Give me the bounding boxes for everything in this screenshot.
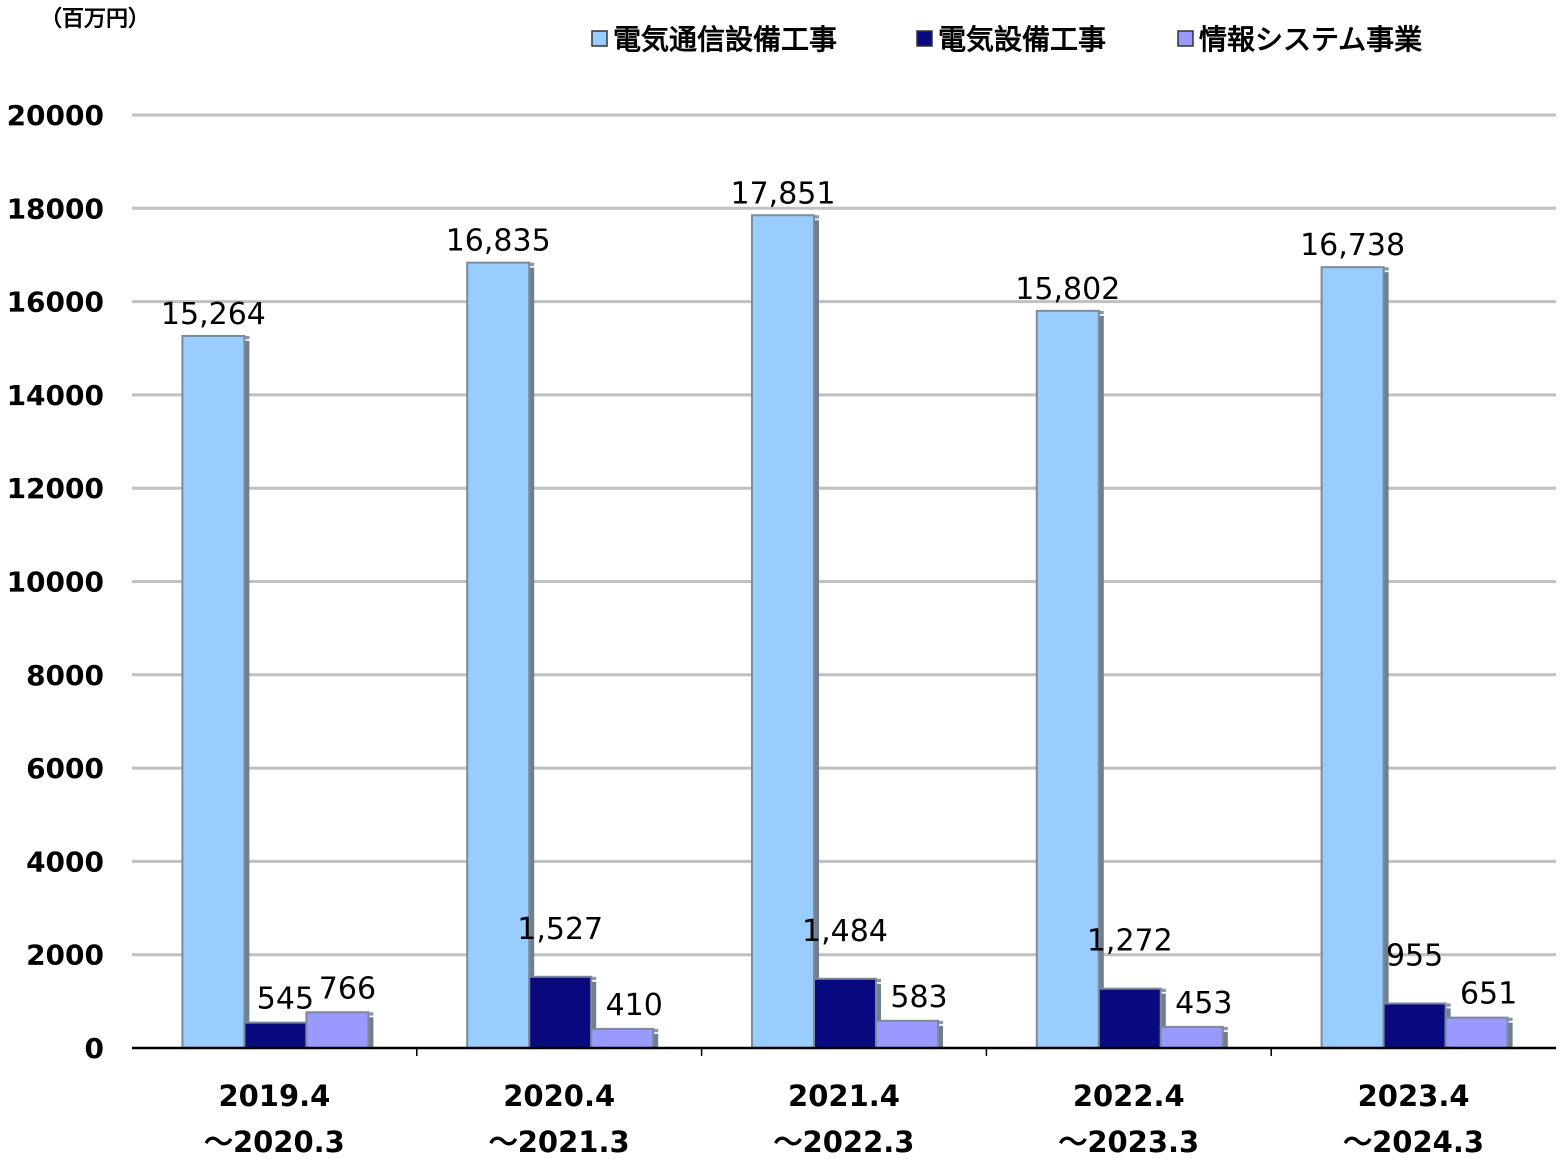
bar [875,1019,939,1049]
x-tick-label: ～2022.3 [774,1125,915,1159]
x-tick-label: 2022.4 [1073,1079,1185,1113]
x-tick-label: ～2023.3 [1058,1125,1199,1159]
bar-side [1507,1022,1513,1048]
bar [1035,309,1100,1050]
data-label: 766 [319,971,376,1006]
data-label: 410 [606,988,663,1023]
bar [1097,987,1162,1049]
y-tick-label: 10000 [7,566,104,599]
data-labels: 15,264 545 766 16,835 1,527 410 17,851 1,484583… [161,176,1517,1023]
y-tick-label: 16000 [7,286,104,319]
bar [751,214,815,1049]
bar-side [876,983,881,1048]
unit-label: （百万円） [40,7,150,32]
data-label: 1,484 [802,914,888,949]
bar [1320,266,1385,1049]
bar-side [591,981,597,1048]
x-tick-label: ～2021.3 [489,1125,630,1159]
legend-label: 電気通信設備工事 [613,23,837,56]
x-axis: 2019.4 ～2020.3 2020.4 ～2021.3 2021.4 ～2022.3 2… [132,1046,1556,1159]
data-label: 545 [257,982,314,1017]
data-label: 453 [1175,986,1232,1021]
legend-label: 電気設備工事 [938,23,1106,56]
bars [181,214,1513,1050]
bar-side [1098,315,1104,1049]
bar [466,261,531,1049]
bar [181,334,246,1049]
bar [243,1021,308,1049]
legend-label: 情報システム事業 [1199,23,1422,56]
bar-side [1383,272,1389,1048]
y-axis: 0 2000 4000 6000 8000 10000 12000 14000 16000 180… [7,99,104,1065]
bar [813,977,877,1050]
bar-side [938,1025,943,1048]
data-label: 15,264 [161,297,266,332]
y-tick-label: 0 [85,1032,104,1065]
legend: 電気通信設備工事 電気設備工事 情報システム事業 [591,23,1422,56]
data-label: 1,527 [517,912,603,947]
data-label: 16,835 [446,224,551,259]
y-tick-label: 18000 [7,192,104,225]
y-tick-label: 8000 [26,659,104,692]
y-tick-label: 2000 [26,939,104,972]
bar [590,1027,655,1050]
bar [1444,1016,1509,1050]
data-label: 15,802 [1015,272,1120,307]
bar [528,975,593,1049]
bar-side [529,267,535,1049]
data-label: 16,738 [1300,228,1405,263]
data-label: 1,272 [1087,924,1173,959]
bar-side [1222,1031,1228,1048]
bar-side [814,220,819,1048]
legend-swatch [916,30,933,47]
x-tick-label: 2019.4 [218,1079,330,1113]
data-label: 651 [1460,977,1517,1012]
bar [305,1011,370,1050]
bar [1159,1025,1224,1050]
y-tick-label: 6000 [26,752,104,785]
x-tick-label: 2021.4 [788,1079,900,1113]
gridlines [132,113,1556,957]
y-tick-label: 4000 [26,845,104,878]
data-label: 583 [890,980,947,1015]
bar-side [368,1017,374,1048]
bar [1382,1002,1447,1050]
x-tick-label: ～2024.3 [1343,1125,1484,1159]
y-tick-label: 12000 [7,472,104,505]
x-tick-label: 2023.4 [1358,1079,1470,1113]
y-tick-label: 14000 [7,379,104,412]
data-label: 955 [1386,938,1443,973]
bar-side [244,340,250,1048]
legend-swatch [591,30,608,47]
legend-swatch [1177,30,1194,47]
bar-side [653,1033,659,1048]
y-tick-label: 20000 [7,99,104,132]
data-label: 17,851 [731,176,836,211]
x-tick-label: 2020.4 [503,1079,615,1113]
x-tick-label: ～2020.3 [204,1125,345,1159]
bar-side [1160,993,1166,1048]
